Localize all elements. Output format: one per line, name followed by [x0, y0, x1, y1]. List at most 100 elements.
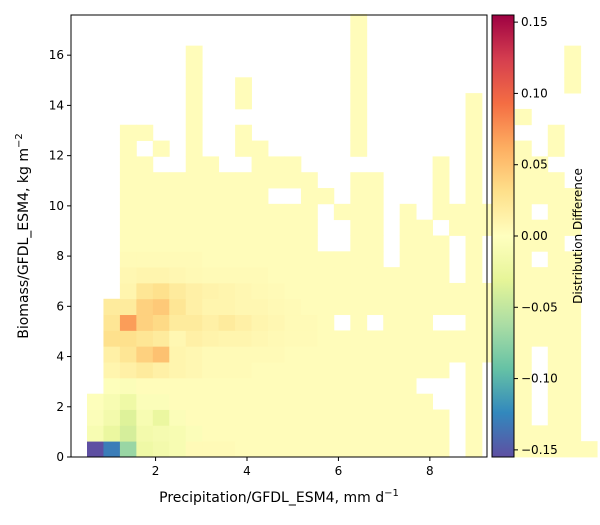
heatmap-cell — [350, 346, 368, 363]
heatmap-cell — [564, 219, 582, 236]
heatmap-cell — [300, 330, 318, 347]
heatmap-cell — [185, 235, 203, 252]
heatmap-cell — [514, 314, 532, 331]
x-axis: 2 4 6 8 — [152, 457, 434, 478]
heatmap-cell — [333, 282, 351, 300]
heatmap-cell — [564, 362, 582, 379]
heatmap-cell — [119, 362, 137, 379]
heatmap-cell — [383, 346, 401, 363]
heatmap-cell — [465, 362, 483, 379]
heatmap-cell — [317, 441, 335, 458]
heatmap-cell — [268, 156, 285, 173]
heatmap-cell — [152, 235, 170, 252]
heatmap-cell — [136, 409, 154, 426]
heatmap-cell — [235, 203, 252, 221]
heatmap-cell — [284, 156, 302, 173]
heatmap-cell — [300, 235, 318, 252]
heatmap-cell — [514, 346, 532, 363]
heatmap-cell — [202, 235, 220, 252]
heatmap-cell — [251, 362, 269, 379]
heatmap-cell — [432, 188, 450, 205]
heatmap-cell — [399, 267, 417, 284]
y-tick-label: 16 — [49, 48, 64, 62]
heatmap-cell — [547, 298, 565, 316]
heatmap-cell — [465, 298, 483, 316]
heatmap-cell — [547, 330, 565, 347]
heatmap-cell — [366, 362, 384, 379]
heatmap-cell — [185, 219, 203, 236]
colorbar-label: Distribution Difference — [571, 168, 585, 304]
heatmap-cell — [185, 298, 203, 316]
heatmap-cell — [366, 203, 384, 221]
heatmap-cell — [317, 298, 335, 316]
heatmap-cell — [235, 425, 252, 442]
heatmap-cell — [284, 346, 302, 363]
heatmap-cell — [268, 267, 285, 284]
heatmap-cell — [350, 267, 368, 284]
heatmap-cell — [366, 409, 384, 426]
heatmap-cell — [333, 346, 351, 363]
heatmap-cell — [185, 282, 203, 300]
heatmap-cell — [169, 188, 187, 205]
heatmap-cell — [366, 188, 384, 205]
heatmap-cell — [268, 172, 285, 189]
heatmap-cell — [169, 377, 187, 395]
heatmap-cell — [268, 219, 285, 236]
heatmap-cell — [268, 282, 285, 300]
heatmap-cell — [202, 314, 220, 331]
heatmap-cell — [564, 61, 582, 78]
heatmap-cell — [119, 346, 137, 363]
heatmap-cell — [202, 409, 220, 426]
heatmap-cell — [300, 393, 318, 410]
heatmap-cell — [235, 330, 252, 347]
heatmap-cell — [383, 441, 401, 458]
heatmap-cell — [185, 393, 203, 410]
heatmap-cell — [531, 156, 549, 173]
heatmap-cell — [136, 267, 154, 284]
heatmap-cell — [235, 219, 252, 236]
heatmap-cell — [317, 188, 335, 205]
heatmap-cell — [564, 330, 582, 347]
heatmap-cell — [251, 425, 269, 442]
heatmap-cell — [284, 330, 302, 347]
heatmap-cell — [383, 362, 401, 379]
colorbar-tick-label: −0.15 — [521, 443, 558, 457]
heatmap-cell — [416, 393, 433, 410]
heatmap-cell — [531, 219, 549, 236]
heatmap-cell — [399, 362, 417, 379]
heatmap-cell — [300, 188, 318, 205]
x-axis-label-text: Precipitation/GFDL_ESM4, mm d — [159, 490, 384, 506]
colorbar — [491, 14, 515, 458]
heatmap-cell — [235, 346, 252, 363]
heatmap-cell — [547, 172, 565, 189]
heatmap-cell — [268, 362, 285, 379]
heatmap-cell — [103, 346, 121, 363]
heatmap-cell — [350, 314, 368, 331]
heatmap-cell — [284, 251, 302, 268]
heatmap-cell — [531, 282, 549, 300]
heatmap-cell — [235, 362, 252, 379]
heatmap-cell — [103, 393, 121, 410]
heatmap-cell — [564, 377, 582, 395]
heatmap-cell — [103, 330, 121, 347]
heatmap-cell — [366, 298, 384, 316]
heatmap-cell — [465, 219, 483, 236]
heatmap-cell — [119, 140, 137, 157]
heatmap-cell — [465, 156, 483, 173]
heatmap-cell — [169, 172, 187, 189]
heatmap-cell — [202, 441, 220, 458]
heatmap-cell — [218, 377, 236, 395]
heatmap-cell — [185, 441, 203, 458]
heatmap-cell — [547, 203, 565, 221]
heatmap-cell — [350, 124, 368, 141]
y-tick-label: 6 — [56, 299, 64, 313]
y-tick-label: 0 — [56, 450, 64, 464]
heatmap-cell — [383, 425, 401, 442]
heatmap-cell — [169, 393, 187, 410]
heatmap-cell — [251, 219, 269, 236]
heatmap-cell — [185, 203, 203, 221]
heatmap-cell — [284, 425, 302, 442]
heatmap-cell — [317, 330, 335, 347]
heatmap-cell — [251, 298, 269, 316]
